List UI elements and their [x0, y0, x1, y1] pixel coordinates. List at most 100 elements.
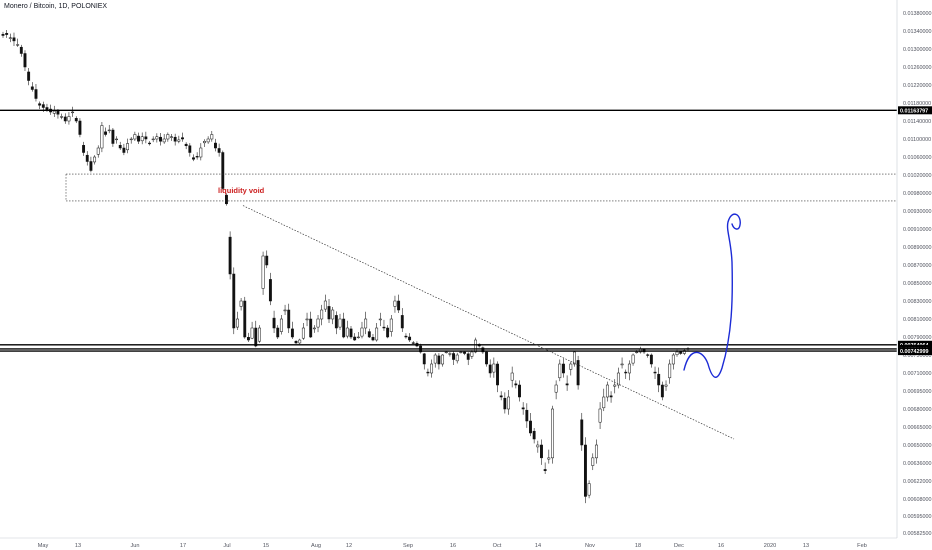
y-tick-label: 0.01380000	[903, 11, 931, 17]
x-tick-label: May	[38, 543, 49, 549]
candle-body	[367, 331, 371, 338]
x-tick-label: Jul	[223, 543, 230, 549]
candle-body	[243, 300, 247, 338]
candle-body	[411, 342, 415, 344]
candle-body	[82, 145, 86, 153]
candle-body	[250, 327, 254, 339]
candle-body	[463, 351, 466, 354]
candle-body	[378, 318, 382, 321]
y-tick-label: 0.01180000	[903, 101, 931, 107]
candle-body	[294, 340, 298, 344]
candle-body	[173, 136, 177, 142]
x-tick-label: Jun	[130, 543, 139, 549]
candle-body	[551, 408, 554, 459]
price-level-box	[898, 347, 932, 356]
candle-body	[649, 354, 653, 365]
candle-body	[543, 469, 547, 471]
candle-body	[261, 255, 265, 289]
x-tick-label: 14	[535, 543, 541, 549]
candle-body	[276, 327, 280, 338]
candle-body	[646, 354, 650, 356]
candle-body	[481, 347, 485, 353]
candle-body	[214, 142, 217, 149]
y-tick-label: 0.00582500	[903, 531, 931, 537]
candle-body	[85, 154, 89, 162]
candle-body	[510, 372, 514, 381]
candle-body	[536, 444, 540, 448]
candle-body	[620, 363, 624, 366]
candle-body	[521, 407, 525, 410]
candle-body	[162, 138, 166, 143]
candle-body	[23, 53, 27, 68]
candles-layer	[1, 29, 690, 504]
candle-body	[305, 318, 309, 321]
candle-body	[235, 318, 239, 328]
candle-body	[540, 444, 543, 459]
candle-body	[437, 355, 441, 365]
price-axis[interactable]: 0.01380000 0.01340000 0.01300000 0.01260000…	[903, 11, 931, 537]
descending-trendline[interactable]	[242, 205, 735, 440]
y-tick-label: 0.01340000	[903, 29, 931, 35]
x-tick-label: Nov	[585, 543, 595, 549]
candle-body	[225, 194, 228, 205]
candle-body	[309, 318, 313, 338]
x-tick-label: Sep	[403, 543, 413, 549]
candle-body	[111, 129, 115, 144]
y-tick-label: 0.00650000	[903, 443, 931, 449]
candle-body	[301, 327, 305, 339]
x-tick-label: 12	[346, 543, 352, 549]
candle-body	[133, 134, 137, 140]
price-level-box	[898, 340, 932, 349]
candle-body	[529, 420, 532, 434]
candle-body	[122, 147, 126, 153]
candle-body	[474, 339, 477, 353]
price-level-text: 0.01163797	[900, 108, 928, 114]
candle-body	[34, 89, 38, 99]
price-level-box	[898, 106, 932, 115]
candle-body	[452, 353, 456, 360]
candle-body	[188, 145, 192, 153]
candle-body	[254, 327, 258, 347]
candle-body	[371, 337, 375, 341]
candle-body	[591, 457, 595, 466]
candle-body	[30, 86, 34, 90]
y-tick-label: 0.00665000	[903, 425, 931, 431]
candle-body	[115, 138, 118, 141]
y-tick-label: 0.00710000	[903, 371, 931, 377]
y-tick-label: 0.00980000	[903, 191, 931, 197]
candle-body	[609, 395, 613, 398]
x-tick-label: 13	[803, 543, 809, 549]
candle-body	[192, 157, 195, 160]
candle-body	[41, 104, 45, 108]
candle-body	[587, 483, 591, 496]
x-tick-label: Dec	[674, 543, 684, 549]
candle-body	[93, 156, 97, 163]
candle-body	[100, 125, 104, 149]
candle-body	[298, 339, 302, 344]
y-tick-label: 0.00910000	[903, 227, 931, 233]
candle-body	[137, 135, 140, 142]
liquidity-void-label: liquidity void	[218, 186, 265, 195]
x-tick-label: Oct	[493, 543, 502, 549]
candle-body	[514, 383, 518, 386]
candle-body	[386, 327, 390, 338]
y-tick-label: 0.01060000	[903, 155, 931, 161]
candle-body	[184, 143, 188, 147]
candle-body	[455, 354, 459, 362]
candle-body	[671, 354, 675, 365]
candle-body	[602, 396, 606, 409]
candle-body	[140, 136, 144, 142]
candle-body	[532, 430, 536, 440]
candle-body	[203, 141, 206, 144]
candle-body	[466, 353, 470, 360]
time-axis[interactable]: May 13 Jun 17 Jul 15 Aug 12 Sep 16 Oct 14 Nov 18 Dec 16…	[38, 543, 867, 549]
y-tick-label: 0.00680000	[903, 407, 931, 413]
y-tick-label: 0.01140000	[903, 119, 931, 125]
y-tick-label: 0.00830000	[903, 299, 931, 305]
candle-body	[170, 136, 173, 138]
candle-body	[63, 116, 67, 122]
y-tick-label: 0.00870000	[903, 263, 931, 269]
candle-body	[613, 384, 617, 387]
y-tick-label: 0.00622000	[903, 479, 931, 485]
